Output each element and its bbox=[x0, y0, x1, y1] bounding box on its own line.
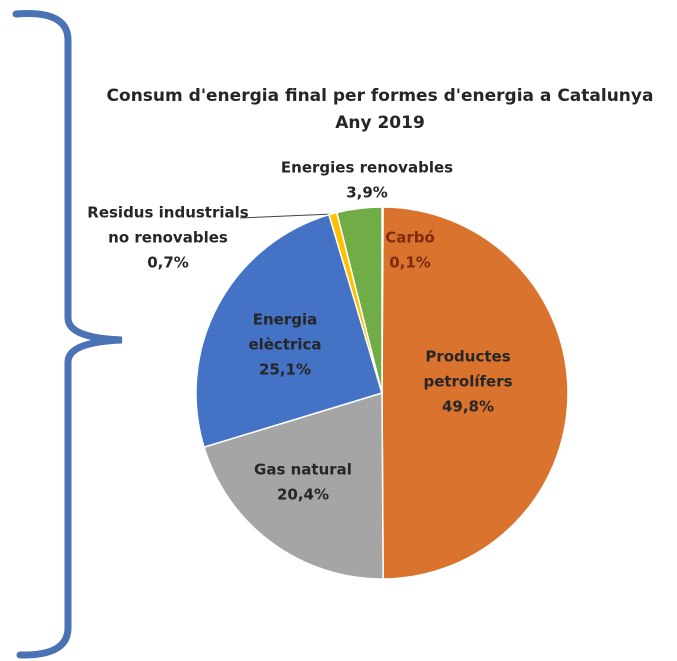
slice-label: no renovables bbox=[108, 229, 228, 247]
slice-label: elèctrica bbox=[248, 336, 321, 354]
slice-label: petrolífers bbox=[423, 373, 512, 391]
pie-slice bbox=[195, 213, 383, 449]
chart-subtitle: Any 2019 bbox=[335, 113, 425, 133]
value-label: 0,1% bbox=[389, 254, 431, 272]
chart-title: Consum d'energia final per formes d'ener… bbox=[107, 86, 654, 106]
slice-label: Gas natural bbox=[254, 461, 352, 479]
slice-label: Energies renovables bbox=[281, 159, 453, 177]
pie-slice bbox=[335, 206, 383, 394]
leader-line bbox=[239, 213, 334, 219]
value-label: 0,7% bbox=[147, 254, 189, 272]
brace bbox=[12, 10, 123, 659]
value-label: 3,9% bbox=[346, 184, 388, 202]
slice-label: Carbó bbox=[385, 229, 435, 247]
value-label: 20,4% bbox=[277, 486, 329, 504]
value-label: 49,8% bbox=[442, 398, 494, 416]
pie-slice bbox=[381, 206, 569, 580]
slice-label: Energia bbox=[253, 311, 318, 329]
pie-slice bbox=[203, 391, 384, 580]
slice-label: Productes bbox=[425, 348, 510, 366]
slice-label: Residus industrials bbox=[87, 204, 248, 222]
value-label: 25,1% bbox=[259, 361, 311, 379]
